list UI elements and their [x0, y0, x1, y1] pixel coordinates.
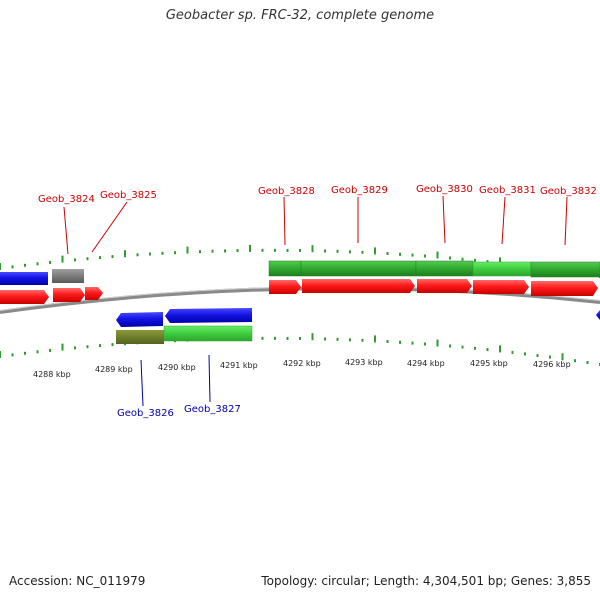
kbp-label: 4292 kbp	[283, 359, 321, 368]
cds-arrow-right-edge[interactable]	[596, 310, 600, 320]
map-title: Geobacter sp. FRC-32, complete genome	[165, 8, 435, 23]
reverse-gene-track	[116, 325, 253, 344]
gene-block-3826[interactable]	[116, 330, 164, 344]
cds-arrow-3827[interactable]	[165, 308, 252, 323]
gene-block-blue[interactable]	[0, 272, 48, 285]
cds-arrow-3824a[interactable]	[0, 290, 49, 304]
cds-arrow-3825[interactable]	[85, 287, 103, 300]
kbp-label: 4295 kbp	[470, 359, 508, 368]
kbp-scale-labels: 4288 kbp 4289 kbp 4290 kbp 4291 kbp 4292…	[33, 358, 571, 379]
genome-summary-text: Topology: circular; Length: 4,304,501 bp…	[261, 574, 591, 588]
gene-label[interactable]: Geob_3830	[416, 184, 473, 195]
genome-backbone	[0, 286, 600, 314]
connector-3827	[208, 354, 211, 403]
gene-label[interactable]: Geob_3832	[540, 186, 597, 197]
gene-label[interactable]: Geob_3829	[331, 185, 388, 196]
gene-label[interactable]: Geob_3827	[184, 404, 241, 415]
accession-text: Accession: NC_011979	[9, 574, 146, 588]
cds-arrow-3832[interactable]	[531, 281, 598, 296]
gene-block-3829[interactable]	[300, 260, 417, 277]
gene-block-3827[interactable]	[163, 325, 253, 342]
connector-3828	[283, 196, 286, 246]
kbp-label: 4288 kbp	[33, 370, 71, 379]
kbp-label: 4289 kbp	[95, 365, 133, 374]
connector-3826	[140, 359, 144, 407]
kbp-label: 4290 kbp	[158, 363, 196, 372]
label-connectors	[63, 195, 568, 407]
cds-arrow-3824[interactable]	[53, 288, 85, 302]
forward-cds-track	[0, 279, 598, 304]
kbp-label: 4293 kbp	[345, 358, 383, 367]
gene-label[interactable]: Geob_3824	[38, 194, 95, 205]
cds-arrow-3829[interactable]	[302, 279, 415, 293]
gene-label[interactable]: Geob_3828	[258, 186, 315, 197]
connector-3831	[501, 196, 506, 245]
gene-block-3828[interactable]	[268, 260, 302, 277]
connector-3830	[442, 195, 446, 244]
kbp-label: 4291 kbp	[220, 361, 258, 370]
kbp-label: 4294 kbp	[407, 359, 445, 368]
cds-arrow-3831[interactable]	[473, 280, 529, 294]
connector-3825	[91, 201, 128, 253]
cds-arrow-3826[interactable]	[116, 312, 163, 327]
gene-block-3832[interactable]	[530, 261, 600, 278]
forward-gene-track	[0, 260, 600, 285]
gene-block-gray[interactable]	[52, 269, 84, 283]
cds-arrow-3830[interactable]	[417, 279, 472, 293]
connector-3824	[63, 206, 69, 255]
gene-block-3830[interactable]	[415, 260, 474, 277]
kbp-label: 4296 kbp	[533, 360, 571, 369]
gene-labels: Geob_3824 Geob_3825 Geob_3828 Geob_3829 …	[38, 184, 597, 419]
gene-label[interactable]: Geob_3826	[117, 408, 174, 419]
gene-block-3831[interactable]	[472, 261, 532, 277]
gene-label[interactable]: Geob_3825	[100, 190, 157, 201]
reverse-cds-track	[116, 308, 600, 327]
cds-arrow-3828[interactable]	[269, 280, 301, 294]
connector-3832	[564, 196, 568, 246]
gene-label[interactable]: Geob_3831	[479, 185, 536, 196]
